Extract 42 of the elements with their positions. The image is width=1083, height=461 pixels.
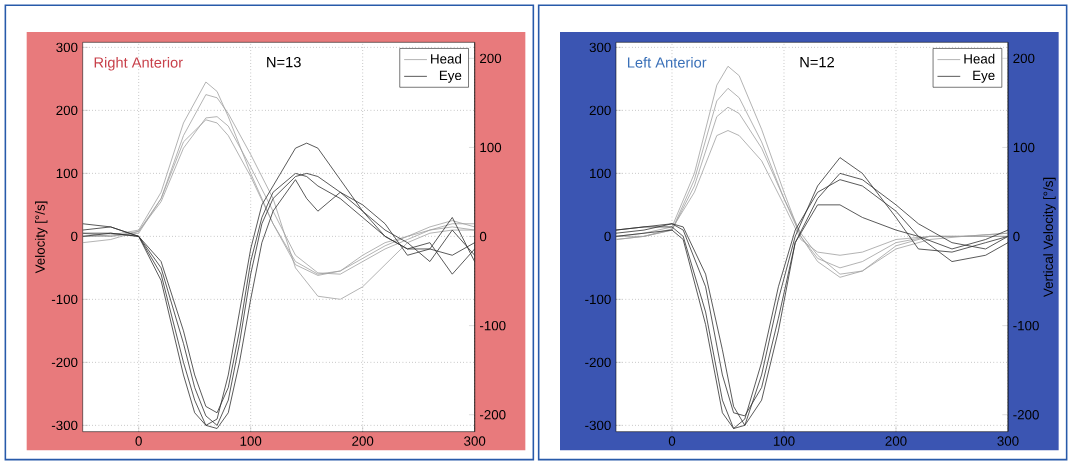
- y-tick-label: 0: [604, 231, 611, 242]
- y2-tick-label: -100: [1013, 320, 1039, 331]
- y2-tick-label: 200: [1013, 53, 1035, 64]
- y2-tick-label: 200: [480, 53, 502, 64]
- annotation: N=13: [267, 56, 301, 68]
- y-tick-label: 100: [56, 168, 78, 179]
- x-tick-label: 300: [997, 436, 1019, 446]
- y-tick-label: 200: [589, 105, 611, 116]
- y2-tick-label: -200: [1013, 410, 1039, 420]
- x-tick-label: 200: [885, 436, 907, 446]
- y-tick-label: -200: [585, 357, 611, 368]
- y2-tick-label: -100: [479, 320, 506, 331]
- x-tick-label: 300: [464, 436, 486, 446]
- y-tick-label: 300: [56, 42, 78, 53]
- y-tick-label: 0: [71, 231, 78, 242]
- y-tick-label: -300: [51, 420, 78, 431]
- y-tick-label: -200: [51, 357, 78, 368]
- annotation: Right Anterior: [94, 56, 183, 71]
- y-tick-label: 100: [590, 168, 611, 179]
- y2-axis-title: Vertical Velocity [°/s]: [1043, 177, 1056, 298]
- legend-label: Eye: [973, 70, 995, 83]
- y-tick-label: 200: [56, 105, 78, 116]
- x-tick-label: 0: [668, 436, 676, 446]
- y2-tick-label: 0: [479, 231, 487, 242]
- annotation: N=12: [800, 56, 834, 68]
- y-tick-label: 300: [589, 42, 611, 53]
- y-tick-label: -300: [585, 420, 611, 431]
- x-tick-label: 100: [773, 436, 795, 446]
- y2-tick-label: 100: [480, 142, 502, 153]
- annotation: Left Anterior: [627, 56, 707, 68]
- x-tick-label: 100: [240, 436, 262, 446]
- legend-label: Head: [431, 53, 461, 64]
- x-tick-label: 0: [135, 436, 142, 446]
- y2-tick-label: -200: [479, 410, 506, 420]
- legend-label: Head: [964, 53, 995, 64]
- y-tick-label: -100: [585, 294, 611, 305]
- y2-tick-label: 0: [1013, 231, 1020, 242]
- x-tick-label: 200: [352, 436, 374, 446]
- y-axis-title: Velocity [°/s]: [35, 201, 48, 274]
- y2-tick-label: 100: [1013, 142, 1035, 153]
- legend-label: Eye: [439, 70, 462, 83]
- y-tick-label: -100: [51, 294, 78, 305]
